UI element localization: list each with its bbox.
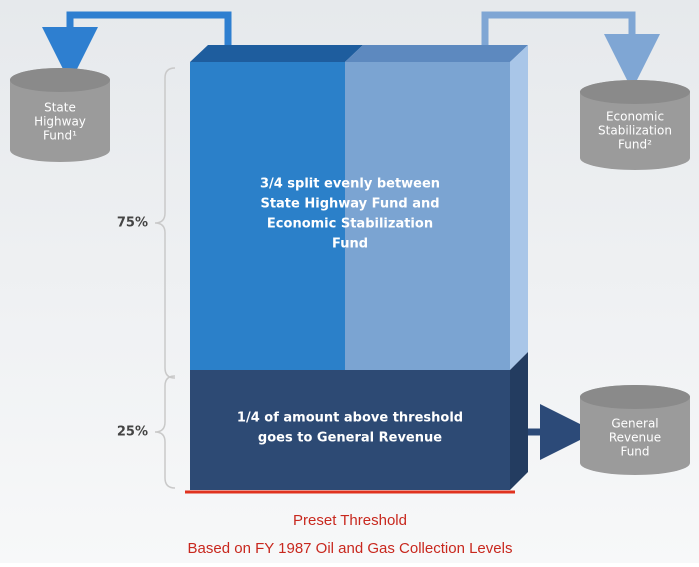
fund-label: Economic — [606, 110, 664, 124]
box-text: Fund — [332, 237, 368, 252]
brace — [154, 375, 176, 489]
caption: Based on FY 1987 Oil and Gas Collection … — [188, 540, 513, 557]
cylinder — [10, 68, 690, 475]
box-text: State Highway Fund and — [260, 197, 439, 212]
fund-label: Fund² — [618, 138, 652, 152]
box-text: 3/4 split evenly between — [260, 177, 440, 192]
box-text: 1/4 of amount above threshold — [237, 411, 463, 426]
fund-label: State — [44, 101, 76, 115]
brace — [154, 67, 176, 379]
fund-label: Fund — [620, 445, 649, 459]
arrow-stabilization — [481, 11, 660, 90]
fund-label: Stabilization — [598, 124, 672, 138]
fund-label: Revenue — [609, 431, 661, 445]
fund-label: General — [611, 417, 658, 431]
fund-box — [185, 45, 528, 494]
fund-label: Fund¹ — [43, 129, 77, 143]
box-text: Economic Stabilization — [267, 217, 433, 232]
arrow-highway — [42, 11, 232, 83]
fund-label: Highway — [34, 115, 86, 129]
caption: Preset Threshold — [293, 512, 407, 529]
box-text: goes to General Revenue — [258, 431, 442, 446]
share-label: 25% — [117, 425, 148, 440]
share-label: 75% — [117, 216, 148, 231]
